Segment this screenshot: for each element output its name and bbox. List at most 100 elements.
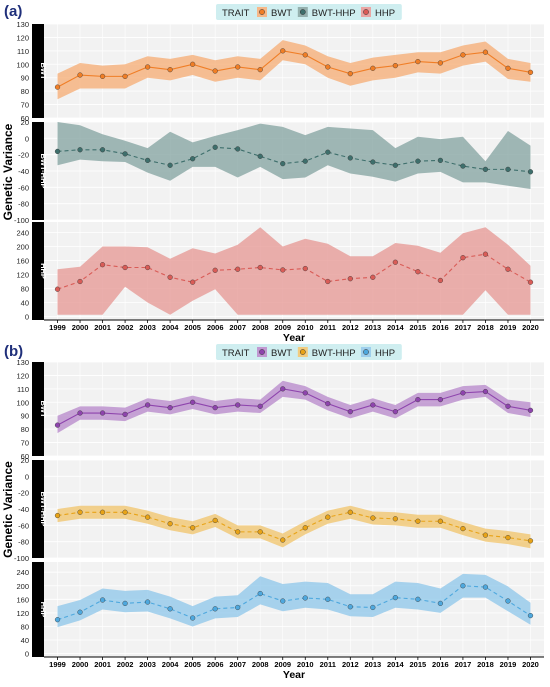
y-tick-label: 20	[21, 456, 29, 465]
x-tick-label: 2003	[139, 323, 156, 332]
facet-bwt-hhp: BWT-HHP -100 -80 -60 -40 -20 0 20	[14, 456, 544, 563]
y-tick-label: -20	[18, 151, 29, 160]
y-tick-label: 120	[16, 609, 29, 618]
data-point	[235, 402, 241, 408]
data-point	[257, 590, 263, 597]
data-point	[415, 158, 421, 164]
data-point	[437, 518, 443, 524]
data-point	[505, 65, 511, 71]
data-point	[190, 61, 196, 67]
x-tick-label: 2001	[94, 323, 111, 332]
data-point	[167, 521, 173, 527]
x-tick-label: 2012	[342, 660, 359, 669]
data-point	[212, 68, 218, 74]
data-point	[325, 278, 331, 285]
x-tick-label: 2011	[320, 660, 336, 669]
data-point	[347, 155, 353, 161]
data-point	[505, 598, 511, 604]
data-point	[99, 262, 106, 268]
data-point	[325, 149, 331, 155]
data-point	[527, 169, 534, 175]
data-point	[437, 397, 443, 403]
data-point	[99, 509, 106, 515]
confidence-ribbon	[57, 227, 531, 315]
data-point	[145, 64, 151, 70]
data-point	[347, 71, 353, 77]
data-point	[325, 596, 331, 602]
series-line	[57, 511, 531, 542]
data-point	[257, 264, 263, 271]
x-tick-label: 1999	[49, 323, 66, 332]
data-point	[280, 48, 286, 54]
data-point	[122, 411, 128, 417]
x-tick-label: 2010	[297, 323, 314, 332]
data-point	[99, 73, 106, 79]
y-tick-label: -20	[18, 489, 29, 498]
data-point	[415, 58, 421, 65]
data-point	[145, 514, 151, 520]
data-point	[370, 159, 376, 165]
y-tick-label: 200	[16, 243, 29, 252]
y-tick-label: 40	[21, 636, 29, 645]
y-tick-label: 0	[25, 650, 29, 659]
data-point	[370, 604, 376, 611]
facet-strip-label: BWT	[39, 62, 48, 79]
panel-label: (b)	[4, 343, 23, 360]
y-tick-label: 110	[17, 385, 29, 394]
data-point	[54, 84, 61, 90]
x-tick-label: 2008	[252, 660, 269, 669]
data-point	[257, 529, 263, 535]
data-point	[347, 604, 353, 610]
data-point	[415, 269, 421, 275]
x-tick-label: 2005	[184, 660, 201, 669]
data-point	[54, 617, 61, 623]
data-point	[190, 156, 196, 162]
data-point	[460, 583, 466, 589]
confidence-ribbon	[57, 40, 531, 100]
facet-hhp: HHP 0 40 80 120 160 200 240	[16, 562, 544, 659]
data-point	[302, 525, 308, 531]
data-point	[392, 162, 398, 168]
x-tick-label: 2012	[342, 323, 359, 332]
data-point	[302, 158, 308, 164]
data-point	[482, 49, 489, 55]
legend-key-marker	[259, 349, 265, 355]
data-point	[212, 267, 218, 273]
data-point	[122, 600, 128, 606]
facet-strip	[32, 222, 44, 320]
data-point	[437, 600, 443, 606]
facet-bwt-hhp: BWT-HHP -100 -80 -60 -40 -20 0 20	[14, 118, 544, 225]
y-tick-label: -100	[14, 554, 29, 563]
data-point	[347, 409, 353, 415]
y-tick-label: 120	[16, 33, 29, 42]
data-point	[54, 286, 61, 292]
y-tick-label: 110	[17, 47, 29, 56]
data-point	[99, 147, 106, 153]
y-tick-label: 40	[21, 299, 29, 308]
data-point	[77, 609, 83, 615]
confidence-ribbon	[57, 505, 531, 549]
y-tick-label: 70	[21, 101, 29, 110]
x-tick-label: 1999	[49, 660, 66, 669]
x-tick-label: 2010	[297, 660, 314, 669]
x-tick-label: 2017	[455, 660, 472, 669]
y-tick-label: 120	[16, 271, 29, 280]
data-point	[302, 265, 308, 272]
data-point	[392, 516, 398, 522]
facet-strip-label: BWT	[39, 400, 48, 417]
y-tick-label: 0	[25, 472, 29, 481]
data-point	[54, 422, 61, 428]
legend-key-marker	[363, 9, 369, 15]
y-tick-label: 0	[25, 313, 29, 322]
data-point	[415, 397, 421, 403]
facet-strip	[32, 562, 44, 657]
facet-strip-label: BWT-HHP	[39, 154, 48, 189]
y-tick-label: 160	[16, 595, 29, 604]
data-point	[190, 399, 196, 405]
y-tick-label: -80	[18, 200, 29, 209]
y-tick-label: 80	[21, 87, 29, 96]
legend-key-marker	[299, 9, 306, 15]
